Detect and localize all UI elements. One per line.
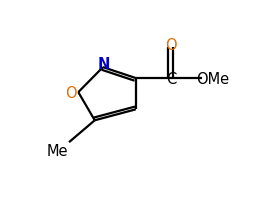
Text: C: C xyxy=(166,72,176,86)
Text: OMe: OMe xyxy=(196,72,229,86)
Text: O: O xyxy=(165,38,177,53)
Text: O: O xyxy=(65,86,77,101)
Text: Me: Me xyxy=(46,143,68,158)
Text: N: N xyxy=(98,56,110,71)
